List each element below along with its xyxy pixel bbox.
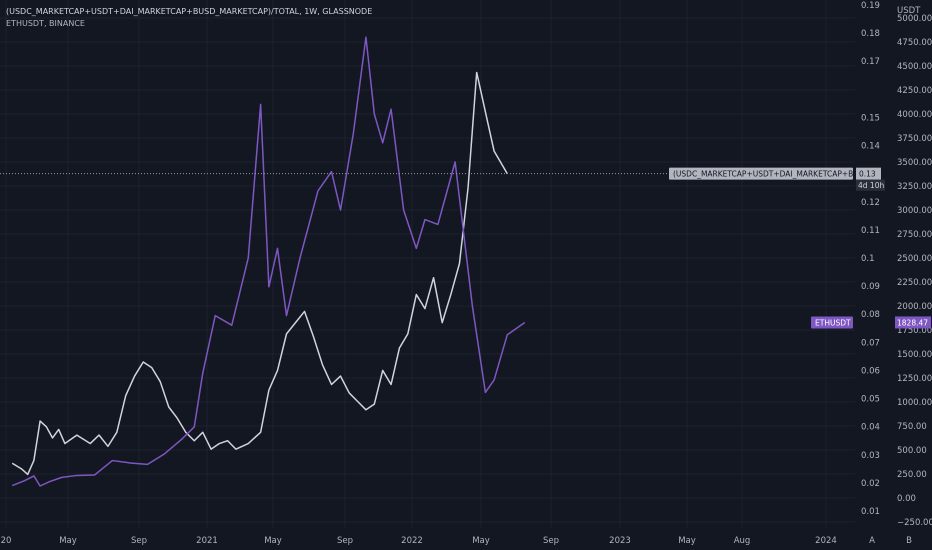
ratio-tick-label: 0.19 xyxy=(861,1,880,11)
ratio-tick-label: 0.07 xyxy=(861,338,880,348)
time-tick-label: May xyxy=(59,536,77,546)
ratio-tick-label: 0.17 xyxy=(861,57,880,67)
ratio-tick-label: 0.03 xyxy=(861,451,880,461)
countdown-text: 4d 10h xyxy=(858,181,884,190)
price-unit-label: USDT xyxy=(897,6,921,16)
grid xyxy=(0,0,855,528)
time-tick-label: 2022 xyxy=(401,536,423,546)
price-tick-label: 2250.00 xyxy=(897,278,932,288)
time-tick-label: May xyxy=(264,536,282,546)
ratio-tick-label: 0.05 xyxy=(861,395,880,405)
price-tick-label: 4500.00 xyxy=(897,62,932,72)
price-labels: (USDC_MARKETCAP+USDT+DAI_MARKETCAP+BUS..… xyxy=(669,167,931,329)
time-tick-label: 2024 xyxy=(815,536,837,546)
price-tick-label: 250.00 xyxy=(897,470,927,480)
ratio-series-label: (USDC_MARKETCAP+USDT+DAI_MARKETCAP+BUS..… xyxy=(673,170,871,179)
ratio-tick-label: 0.15 xyxy=(861,113,880,123)
ratio-value-badge xyxy=(856,167,881,180)
time-tick-label: Sep xyxy=(337,536,353,546)
price-tick-label: 3750.00 xyxy=(897,134,932,144)
price-tick-label: 500.00 xyxy=(897,446,927,456)
price-tick-label: 0.00 xyxy=(897,494,916,504)
price-tick-label: −250.00 xyxy=(897,518,932,528)
ratio-series-label-bg xyxy=(669,167,853,180)
ratio-tick-label: 0.1 xyxy=(861,254,875,264)
price-tick-label: 750.00 xyxy=(897,422,927,432)
price-tick-label: 1250.00 xyxy=(897,374,932,384)
price-tick-label: 2500.00 xyxy=(897,254,932,264)
ratio-tick-label: 0.08 xyxy=(861,310,880,320)
price-tick-label: 1500.00 xyxy=(897,350,932,360)
series-lines xyxy=(0,36,855,487)
price-tick-label: 3250.00 xyxy=(897,182,932,192)
ratio-tick-label: 0.11 xyxy=(861,226,880,236)
time-tick-label: 2023 xyxy=(609,536,631,546)
ratio-tick-label: 0.18 xyxy=(861,29,880,39)
eth-series-label: ETHUSDT xyxy=(815,318,851,327)
eth-series-line xyxy=(11,36,526,487)
price-tick-label: 1000.00 xyxy=(897,398,932,408)
time-tick-label: Sep xyxy=(131,536,147,546)
time-tick-label: May xyxy=(472,536,490,546)
price-tick-label: 4750.00 xyxy=(897,38,932,48)
price-tick-label: 5000.00 xyxy=(897,14,932,24)
ratio-series-line xyxy=(11,71,508,476)
ratio-tick-label: 0.02 xyxy=(861,479,880,489)
ratio-tick-label: 0.04 xyxy=(861,423,880,433)
ratio-tick-label: 0.01 xyxy=(861,507,880,517)
legend-eth-title[interactable]: ETHUSDT, BINANCE xyxy=(6,19,85,28)
time-tick-label: May xyxy=(678,536,696,546)
ratio-tick-label: 0.09 xyxy=(861,282,880,292)
price-tick-label: 3000.00 xyxy=(897,206,932,216)
time-tick-label: 20 xyxy=(1,536,12,546)
ratio-value-text: 0.13 xyxy=(859,170,876,179)
ratio-tick-label: 0.12 xyxy=(861,198,880,208)
legend-ratio-title[interactable]: (USDC_MARKETCAP+USDT+DAI_MARKETCAP+BUSD_… xyxy=(6,7,373,16)
price-tick-label: 3500.00 xyxy=(897,158,932,168)
axis-option-button[interactable]: A xyxy=(869,536,875,546)
price-tick-label: 2000.00 xyxy=(897,302,932,312)
countdown-badge xyxy=(856,179,885,191)
ratio-tick-label: 0.14 xyxy=(861,142,880,152)
price-tick-label: 1750.00 xyxy=(897,326,932,336)
eth-value-badge xyxy=(895,316,931,329)
price-tick-label: 4000.00 xyxy=(897,110,932,120)
ratio-tick-label: 0.06 xyxy=(861,366,880,376)
ratio-axis: 0.19 0.18 0.17 0.15 0.14 0.13 0.12 0.11 0.1 0.09 0… xyxy=(861,1,880,517)
time-tick-label: Sep xyxy=(543,536,559,546)
time-tick-label: 2021 xyxy=(196,536,218,546)
price-tick-label: 4250.00 xyxy=(897,86,932,96)
time-axis: 20 May Sep 2021 May Sep 2022 May Sep 2023 May Aug 20… xyxy=(1,536,837,546)
price-tick-label: 2750.00 xyxy=(897,230,932,240)
eth-series-label-bg xyxy=(811,316,853,329)
axis-option-button[interactable]: B xyxy=(906,536,912,546)
time-tick-label: Aug xyxy=(734,536,751,546)
eth-value-text: 1828.47 xyxy=(897,318,928,327)
